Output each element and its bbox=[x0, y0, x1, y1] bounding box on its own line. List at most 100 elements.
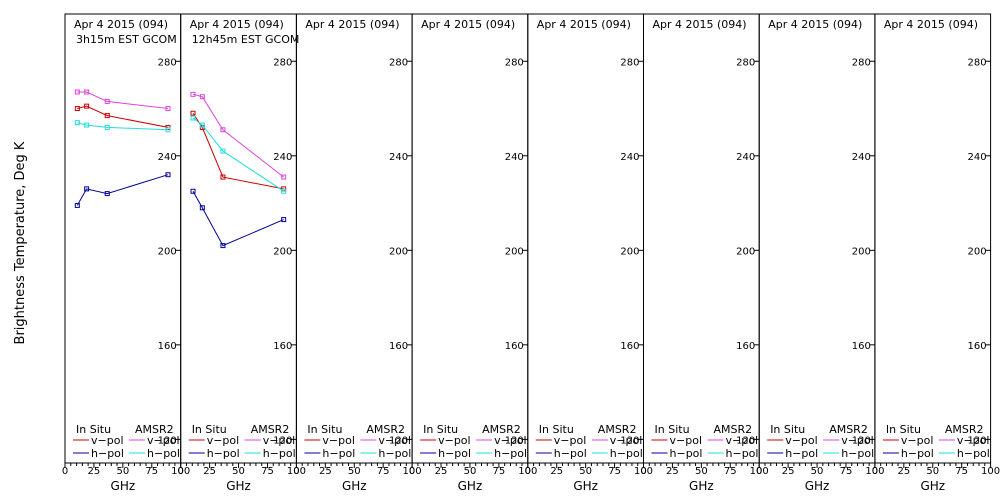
panel-1: Apr 4 2015 (094) 3h15m EST GCOM 120 160 200 2… bbox=[62, 13, 190, 493]
y-tick-label: 240 bbox=[505, 152, 524, 163]
data-point bbox=[165, 106, 171, 112]
legend-amsr2-title: AMSR2 bbox=[829, 423, 868, 436]
y-tick-label: 160 bbox=[389, 341, 408, 352]
panel-frame bbox=[64, 13, 182, 464]
legend-amsr2-v-label: v−pol bbox=[494, 434, 526, 447]
panel-title: Apr 4 2015 (094) bbox=[653, 18, 747, 31]
y-tick-label: 240 bbox=[736, 152, 755, 163]
data-point bbox=[84, 89, 90, 95]
y-tick-label: 160 bbox=[852, 341, 871, 352]
x-tick-label: 25 bbox=[782, 466, 795, 477]
legend-amsr2-title: AMSR2 bbox=[135, 423, 174, 436]
legend-insitu-v-label: v−pol bbox=[670, 434, 703, 447]
panel-title: Apr 4 2015 (094) bbox=[421, 18, 515, 31]
legend-amsr2-title: AMSR2 bbox=[714, 423, 753, 436]
y-tick-label: 200 bbox=[852, 246, 871, 257]
y-tick-label: 160 bbox=[273, 341, 292, 352]
data-point bbox=[220, 148, 226, 154]
x-tick-label: 0 bbox=[525, 466, 531, 477]
data-point bbox=[190, 188, 196, 194]
data-point bbox=[84, 122, 90, 128]
y-tick-label: 120 bbox=[389, 435, 408, 446]
panel-4: Apr 4 2015 (094) 120 160 200 240 280 0 25 50 75 10… bbox=[409, 13, 537, 493]
x-tick-label: 50 bbox=[348, 466, 361, 477]
legend-amsr2-h-label: h−pol bbox=[610, 447, 643, 460]
data-point bbox=[165, 127, 171, 133]
legend-amsr2-title: AMSR2 bbox=[251, 423, 290, 436]
data-point bbox=[74, 89, 80, 95]
x-tick-label: 25 bbox=[666, 466, 679, 477]
x-tick-label: 100 bbox=[518, 466, 537, 477]
x-tick-label: 50 bbox=[695, 466, 708, 477]
x-tick-label: 0 bbox=[62, 466, 68, 477]
legend-amsr2-title: AMSR2 bbox=[598, 423, 637, 436]
series-line-2 bbox=[192, 190, 284, 247]
x-tick-label: 100 bbox=[634, 466, 653, 477]
data-point bbox=[104, 98, 110, 104]
panel-5: Apr 4 2015 (094) 120 160 200 240 280 0 25 50 75 10… bbox=[525, 13, 653, 493]
legend-amsr2-h-label: h−pol bbox=[957, 447, 990, 460]
panel-title: Apr 4 2015 (094) bbox=[768, 18, 862, 31]
x-axis-label: GHz bbox=[805, 479, 830, 493]
y-tick-label: 240 bbox=[389, 152, 408, 163]
legend-amsr2-h-label: h−pol bbox=[378, 447, 411, 460]
x-tick-label: 25 bbox=[203, 466, 216, 477]
series-line-1 bbox=[192, 113, 284, 190]
y-tick-label: 200 bbox=[158, 246, 177, 257]
data-point bbox=[165, 172, 171, 178]
x-tick-label: 50 bbox=[464, 466, 477, 477]
legend-insitu-title: In Situ bbox=[423, 423, 458, 436]
y-tick-label: 120 bbox=[736, 435, 755, 446]
y-tick-label: 280 bbox=[505, 57, 524, 68]
series-line-1 bbox=[77, 105, 169, 128]
x-tick-label: 75 bbox=[377, 466, 390, 477]
legend-insitu-title: In Situ bbox=[307, 423, 342, 436]
legend-insitu-h-label: h−pol bbox=[91, 447, 124, 460]
series-line-3 bbox=[192, 93, 285, 178]
legend-amsr2-h-label: h−pol bbox=[263, 447, 296, 460]
legend-amsr2-v-label: v−pol bbox=[263, 434, 296, 447]
legend-insitu-title: In Situ bbox=[655, 423, 690, 436]
x-tick-label: 75 bbox=[608, 466, 621, 477]
legend-amsr2-v-label: v−pol bbox=[726, 434, 759, 447]
series-line-4 bbox=[192, 117, 284, 192]
x-tick-label: 100 bbox=[403, 466, 422, 477]
y-tick-label: 280 bbox=[736, 57, 755, 68]
panel-3: Apr 4 2015 (094) 120 160 200 240 280 0 25 50 75 10… bbox=[293, 13, 422, 493]
y-tick-label: 120 bbox=[852, 435, 871, 446]
y-tick-label: 280 bbox=[389, 57, 408, 68]
legend-insitu-v-label: v−pol bbox=[207, 434, 240, 447]
panel-frame bbox=[527, 13, 644, 464]
legend-insitu-title: In Situ bbox=[76, 423, 111, 436]
legend-amsr2-title: AMSR2 bbox=[482, 423, 521, 436]
panel-frame bbox=[295, 13, 413, 464]
panel-title: Apr 4 2015 (094) bbox=[305, 18, 399, 31]
x-tick-label: 100 bbox=[750, 466, 769, 477]
legend-amsr2-title: AMSR2 bbox=[945, 423, 984, 436]
data-point bbox=[190, 110, 196, 116]
panel-subtitle: 12h45m EST GCOM bbox=[192, 33, 300, 46]
legend-insitu-h-label: h−pol bbox=[322, 447, 355, 460]
x-tick-label: 50 bbox=[811, 466, 824, 477]
x-tick-label: 25 bbox=[435, 466, 448, 477]
x-tick-label: 0 bbox=[872, 466, 878, 477]
x-tick-label: 75 bbox=[840, 466, 853, 477]
x-axis-label: GHz bbox=[573, 479, 598, 493]
y-tick-label: 160 bbox=[158, 341, 177, 352]
legend-insitu-title: In Situ bbox=[770, 423, 805, 436]
y-tick-label: 200 bbox=[273, 246, 292, 257]
data-point bbox=[104, 124, 110, 130]
legend-insitu-title: In Situ bbox=[886, 423, 921, 436]
y-tick-label: 240 bbox=[158, 152, 177, 163]
y-tick-label: 280 bbox=[852, 57, 871, 68]
x-tick-label: 0 bbox=[640, 466, 646, 477]
legend-amsr2-h-label: h−pol bbox=[841, 447, 874, 460]
panel-title: Apr 4 2015 (094) bbox=[190, 18, 284, 31]
x-tick-label: 75 bbox=[493, 466, 506, 477]
x-tick-label: 75 bbox=[955, 466, 968, 477]
legend-insitu-h-label: h−pol bbox=[901, 447, 934, 460]
panel-8: Apr 4 2015 (094) 120 160 200 240 280 0 25 50 75 10… bbox=[872, 13, 1000, 493]
panel-frame bbox=[874, 13, 992, 464]
panel-frame bbox=[643, 13, 760, 464]
x-tick-label: 100 bbox=[865, 466, 884, 477]
